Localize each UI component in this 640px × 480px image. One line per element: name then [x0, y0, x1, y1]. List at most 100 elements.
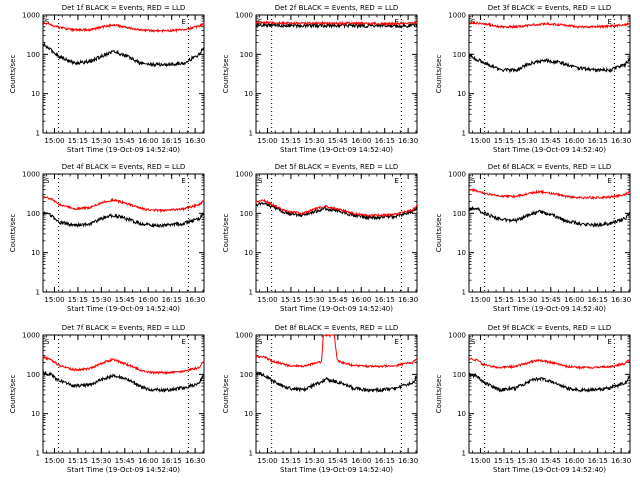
- x-tick-label: 16:00: [351, 137, 371, 145]
- y-tick-label: 1000: [448, 171, 466, 179]
- x-tick-label: 16:30: [398, 296, 418, 304]
- end-marker-label: E: [607, 338, 611, 346]
- x-tick-label: 15:30: [304, 296, 324, 304]
- y-tick-label: 10: [244, 410, 253, 418]
- events-series-line: [42, 211, 205, 229]
- x-tick-label: 15:30: [517, 457, 537, 465]
- x-tick-label: 15:15: [494, 296, 514, 304]
- panel-9: Det 9f BLACK = Events, RED = LLD 1 10 100 10…: [435, 324, 631, 474]
- end-marker-label: E: [394, 338, 398, 346]
- panel-title: Det 5f BLACK = Events, RED = LLD: [275, 163, 398, 171]
- x-tick-label: 15:00: [257, 296, 277, 304]
- end-marker-label: E: [394, 18, 398, 26]
- lld-series-line: [468, 188, 630, 200]
- x-tick-label: 16:00: [564, 457, 584, 465]
- x-tick-label: 16:30: [185, 296, 205, 304]
- plot-frame: [468, 173, 631, 293]
- x-tick-label: 15:45: [328, 457, 348, 465]
- y-tick-label: 1000: [22, 332, 40, 340]
- events-series-line: [255, 22, 418, 30]
- x-tick-label: 15:00: [44, 296, 64, 304]
- y-tick-label: 1: [36, 130, 40, 138]
- plot-frame: [255, 334, 418, 454]
- panel-7: Det 7f BLACK = Events, RED = LLD 1 10 100 10…: [9, 324, 205, 474]
- x-tick-label: 16:15: [588, 457, 608, 465]
- x-tick-label: 16:00: [138, 296, 158, 304]
- panel-title: Det 4f BLACK = Events, RED = LLD: [62, 163, 185, 171]
- plot-frame: [468, 334, 631, 454]
- x-tick-label: 15:15: [494, 457, 514, 465]
- y-tick-label: 100: [453, 371, 466, 379]
- x-tick-label: 15:15: [68, 296, 88, 304]
- y-tick-label: 1: [462, 289, 466, 297]
- y-tick-label: 1000: [22, 12, 40, 20]
- x-tick-label: 16:30: [398, 137, 418, 145]
- y-axis-label: Counts/sec: [435, 214, 443, 253]
- x-axis-label: Start Time (19-Oct-09 14:52:40): [493, 466, 606, 474]
- x-tick-label: 15:30: [91, 137, 111, 145]
- x-tick-label: 16:15: [375, 457, 395, 465]
- y-tick-label: 100: [27, 210, 40, 218]
- x-tick-label: 15:00: [257, 457, 277, 465]
- plot-frame: [42, 173, 205, 293]
- x-tick-label: 16:00: [351, 457, 371, 465]
- x-tick-label: 16:15: [588, 296, 608, 304]
- panel-title: Det 7f BLACK = Events, RED = LLD: [62, 324, 185, 332]
- x-tick-label: 16:15: [375, 137, 395, 145]
- y-tick-label: 1: [249, 289, 253, 297]
- y-tick-label: 1: [249, 450, 253, 458]
- y-tick-label: 10: [457, 410, 466, 418]
- start-marker-label: S: [45, 177, 50, 185]
- x-tick-label: 16:00: [138, 457, 158, 465]
- x-tick-label: 15:45: [115, 137, 135, 145]
- x-tick-label: 15:30: [517, 296, 537, 304]
- x-tick-label: 16:00: [351, 296, 371, 304]
- events-series-line: [42, 370, 205, 393]
- y-tick-label: 10: [31, 410, 40, 418]
- y-tick-label: 1000: [22, 171, 40, 179]
- x-tick-label: 16:30: [185, 137, 205, 145]
- y-tick-label: 1000: [448, 332, 466, 340]
- x-tick-label: 16:30: [185, 457, 205, 465]
- y-tick-label: 100: [240, 51, 253, 59]
- y-axis-label: Counts/sec: [9, 55, 17, 94]
- y-tick-label: 1: [462, 130, 466, 138]
- y-axis-label: Counts/sec: [222, 55, 230, 94]
- y-tick-label: 100: [453, 51, 466, 59]
- lld-series-line: [255, 198, 418, 218]
- y-axis-label: Counts/sec: [222, 214, 230, 253]
- start-marker-label: S: [258, 177, 263, 185]
- y-axis-label: Counts/sec: [222, 375, 230, 414]
- y-axis-label: Counts/sec: [9, 375, 17, 414]
- events-series-line: [255, 201, 418, 221]
- start-marker-label: S: [471, 338, 476, 346]
- x-tick-label: 16:15: [162, 457, 182, 465]
- x-axis-label: Start Time (19-Oct-09 14:52:40): [280, 305, 393, 313]
- x-axis-label: Start Time (19-Oct-09 14:52:40): [280, 146, 393, 154]
- y-tick-label: 100: [240, 210, 253, 218]
- start-marker-label: S: [45, 338, 50, 346]
- x-tick-label: 15:30: [304, 457, 324, 465]
- x-tick-label: 15:15: [68, 457, 88, 465]
- lld-series-line: [468, 357, 631, 371]
- y-tick-label: 1000: [235, 12, 253, 20]
- y-tick-label: 10: [457, 249, 466, 257]
- events-series-line: [468, 372, 630, 393]
- plot-frame: [42, 14, 205, 134]
- x-tick-label: 15:15: [281, 137, 301, 145]
- lld-series-line: [42, 20, 205, 34]
- y-tick-label: 10: [244, 249, 253, 257]
- events-series-line: [42, 42, 205, 68]
- x-tick-label: 16:00: [564, 137, 584, 145]
- x-tick-label: 16:00: [564, 296, 584, 304]
- y-tick-label: 1: [36, 450, 40, 458]
- panel-title: Det 9f BLACK = Events, RED = LLD: [488, 324, 611, 332]
- events-series-line: [468, 53, 631, 74]
- y-axis-label: Counts/sec: [9, 214, 17, 253]
- panel-title: Det 6f BLACK = Events, RED = LLD: [488, 163, 611, 171]
- panel-title: Det 1f BLACK = Events, RED = LLD: [62, 4, 185, 12]
- x-tick-label: 16:30: [611, 296, 631, 304]
- x-axis-label: Start Time (19-Oct-09 14:52:40): [67, 146, 180, 154]
- x-tick-label: 15:15: [494, 137, 514, 145]
